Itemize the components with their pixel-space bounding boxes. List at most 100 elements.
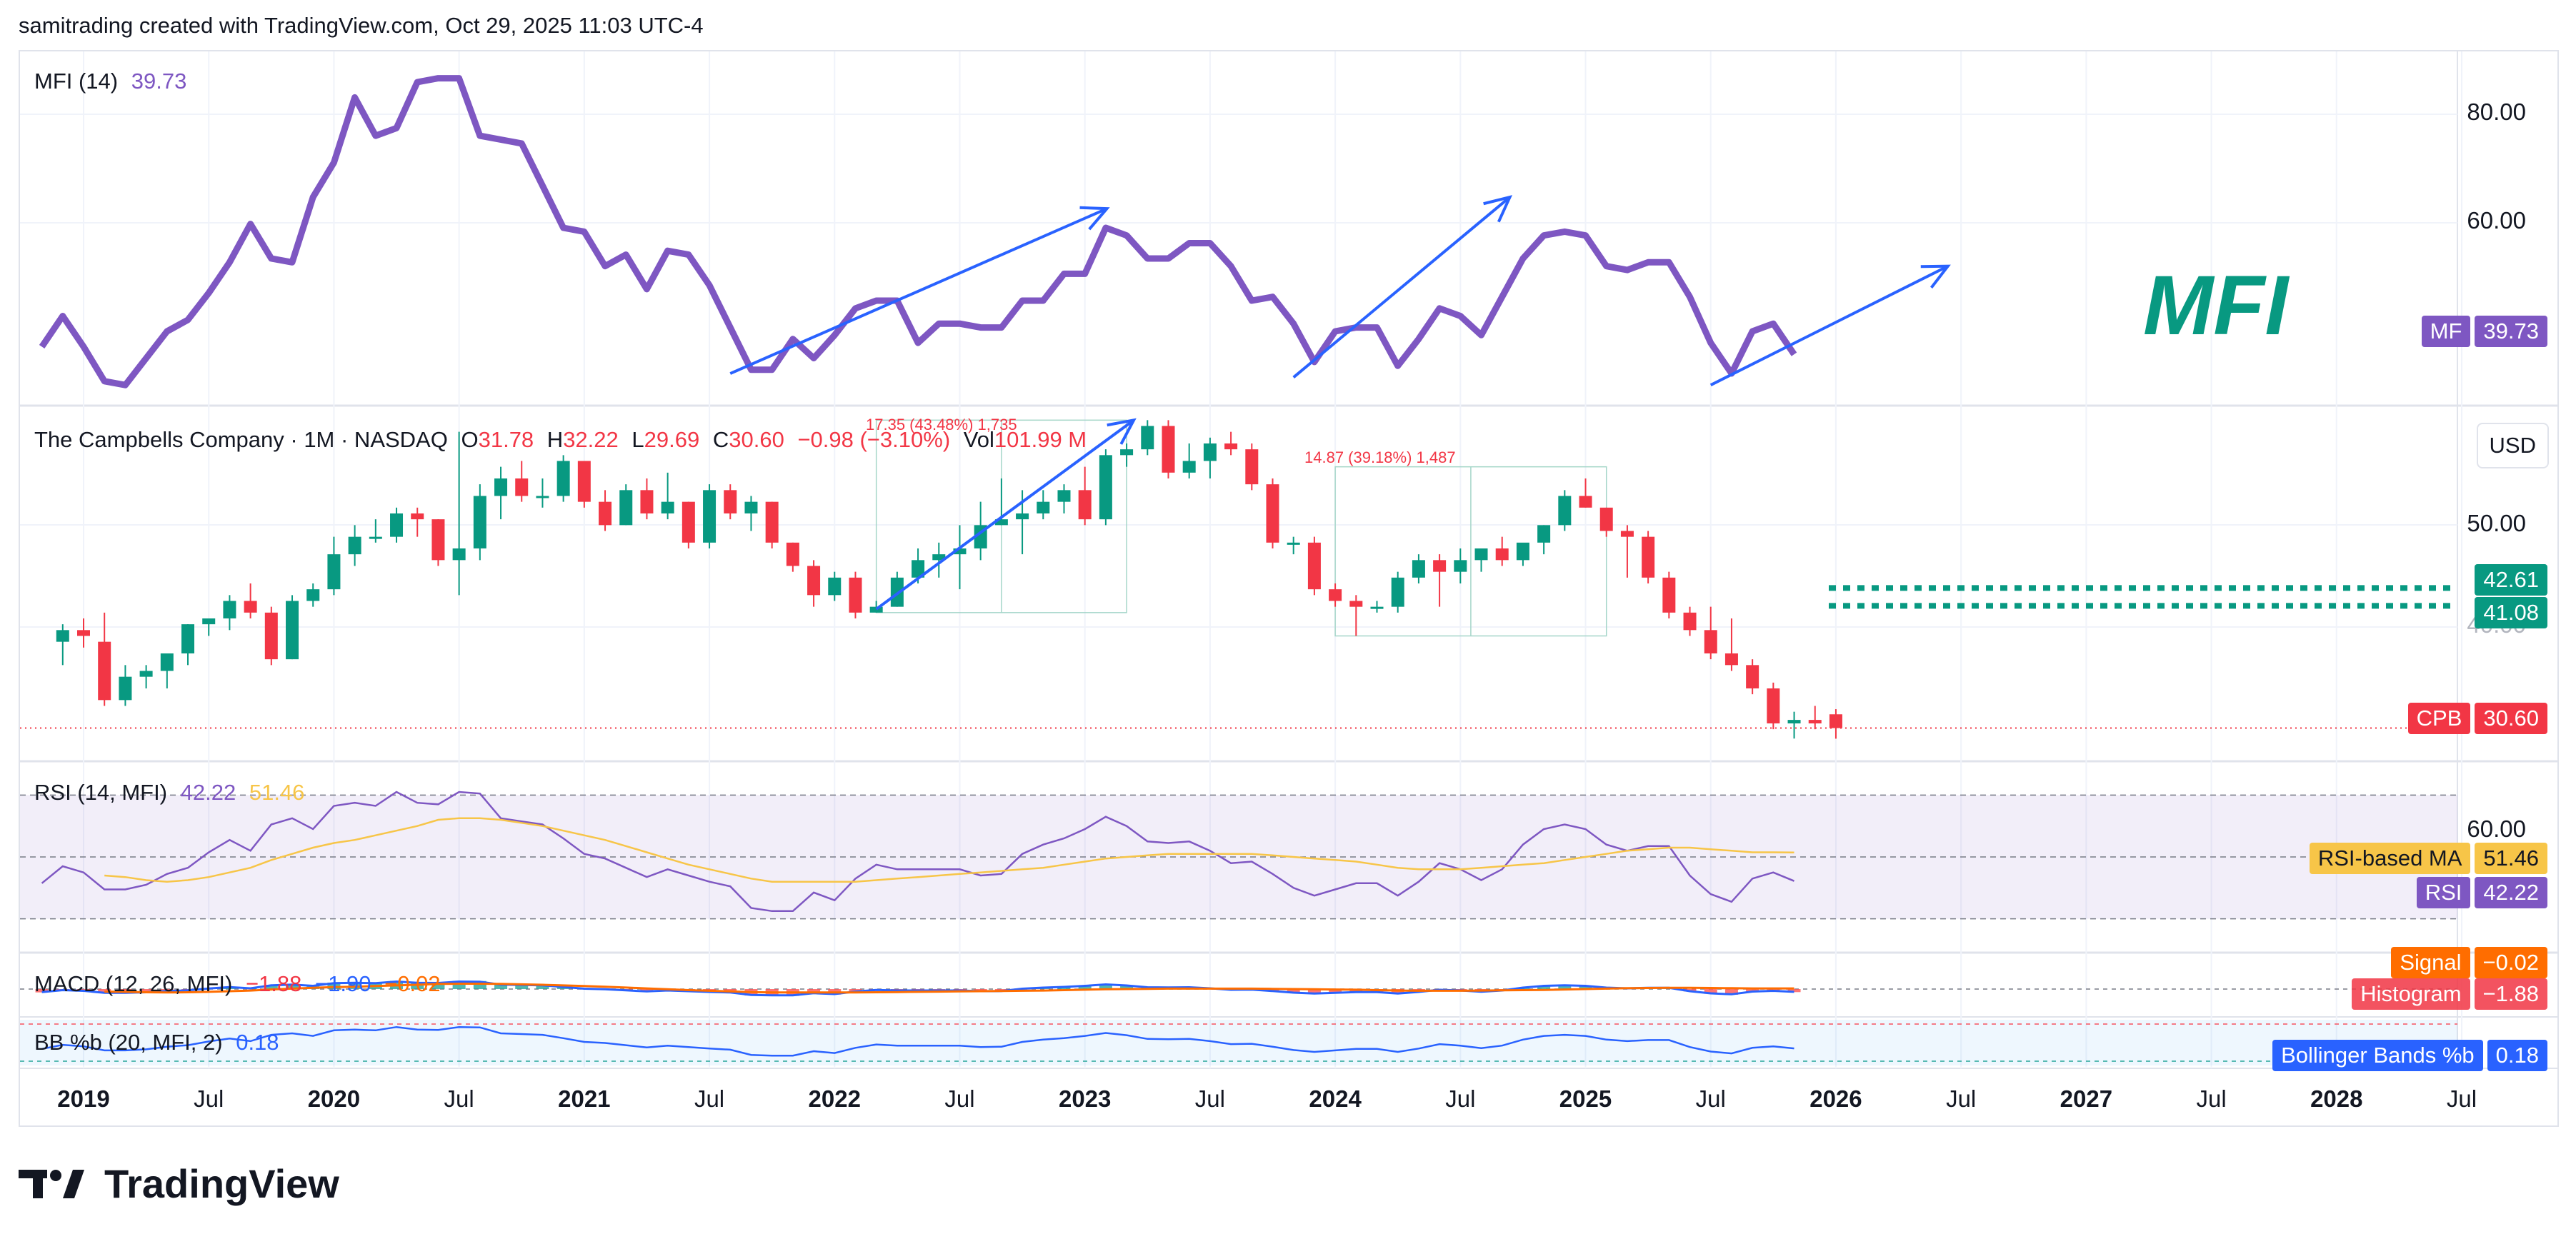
candle-body bbox=[244, 601, 257, 613]
candle-body bbox=[1620, 531, 1634, 537]
macd-histogram-bar bbox=[1078, 985, 1092, 989]
time-axis-label: 2026 bbox=[1809, 1085, 1862, 1112]
candle-body bbox=[1537, 525, 1551, 543]
rsi-axis-label-60: 60.00 bbox=[2467, 816, 2526, 842]
candle-body bbox=[556, 461, 570, 496]
mfi-trend-arrow-head bbox=[1079, 206, 1110, 231]
measure-label-2: 14.87 (39.18%) 1,487 bbox=[1304, 448, 1456, 466]
macd-histogram-bar bbox=[1120, 985, 1134, 989]
candle-body bbox=[599, 501, 612, 526]
rsi-legend[interactable]: RSI (14, MFI) 42.22 51.46 bbox=[34, 780, 311, 806]
candle-body bbox=[327, 554, 341, 590]
macd-histogram-bar bbox=[98, 989, 111, 993]
bb-tag: Bollinger Bands %b 0.18 bbox=[2272, 1040, 2547, 1071]
time-axis-label: Jul bbox=[1445, 1085, 1476, 1112]
candle-body bbox=[390, 513, 404, 537]
candle-body bbox=[1599, 507, 1613, 531]
currency-button[interactable]: USD bbox=[2476, 423, 2549, 468]
rsi-tag-value: 42.22 bbox=[2475, 877, 2547, 908]
candle-body bbox=[56, 630, 69, 642]
mfi-line bbox=[39, 75, 1797, 388]
bb-legend[interactable]: BB %b (20, MFI, 2) 0.18 bbox=[34, 1030, 286, 1055]
candle-body bbox=[1078, 490, 1092, 520]
time-axis-label: Jul bbox=[194, 1085, 224, 1112]
candle-body bbox=[77, 630, 90, 636]
level-tag-lower: 41.08 bbox=[2475, 597, 2547, 628]
candle-body bbox=[1141, 426, 1154, 450]
candle-body bbox=[369, 536, 382, 539]
last-price-tag-label: CPB bbox=[2407, 703, 2471, 734]
candle-body bbox=[1266, 484, 1279, 543]
candle-body bbox=[869, 606, 883, 613]
macd-histogram-bar bbox=[536, 985, 549, 989]
macd-histogram-bar bbox=[286, 984, 299, 989]
macd-histogram-bar bbox=[264, 985, 278, 989]
rsi-title: RSI (14, MFI) bbox=[34, 780, 168, 805]
macd-histogram-bar bbox=[452, 980, 466, 989]
macd-histogram-bar bbox=[1537, 985, 1551, 989]
rsi-ma-line bbox=[104, 817, 1794, 883]
macd-histogram-bar bbox=[431, 982, 445, 989]
candle-body bbox=[306, 589, 320, 601]
macd-histogram-bar bbox=[35, 989, 49, 993]
open-label: O bbox=[461, 427, 479, 452]
time-axis-label: 2024 bbox=[1309, 1085, 1362, 1112]
histogram-tag: Histogram −1.88 bbox=[2352, 978, 2547, 1010]
high-label: H bbox=[546, 427, 564, 452]
open-value: 31.78 bbox=[478, 427, 534, 452]
candle-body bbox=[1787, 720, 1801, 723]
macd-legend[interactable]: MACD (12, 26, MFI) −1.88 −1.90 −0.02 bbox=[34, 971, 448, 997]
macd-title: MACD (12, 26, MFI) bbox=[34, 971, 233, 996]
candle-body bbox=[703, 490, 717, 543]
mfi-trend-arrow-head bbox=[1483, 195, 1513, 223]
candle-body bbox=[160, 653, 174, 671]
candle-body bbox=[202, 618, 216, 625]
mfi-tag-value: 39.73 bbox=[2475, 316, 2547, 347]
candle-body bbox=[494, 478, 508, 496]
candle-body bbox=[1037, 501, 1050, 513]
signal-line bbox=[104, 983, 1794, 994]
price-legend[interactable]: The Campbells Company · 1M · NASDAQ O31.… bbox=[34, 427, 1094, 453]
macd-histogram-bar bbox=[515, 984, 529, 989]
mfi-trend-arrow bbox=[729, 207, 1108, 375]
candle-body bbox=[994, 519, 1008, 526]
time-axis-label: 2028 bbox=[2310, 1085, 2363, 1112]
time-axis-label: 2025 bbox=[1559, 1085, 1612, 1112]
candle-body bbox=[286, 601, 299, 660]
time-axis-label: Jul bbox=[1946, 1085, 1977, 1112]
price-trend-arrow-head bbox=[1107, 418, 1137, 445]
tradingview-logo[interactable]: TradingView bbox=[19, 1160, 339, 1207]
time-axis-label: Jul bbox=[444, 1085, 474, 1112]
level-tag-upper-value: 42.61 bbox=[2475, 564, 2547, 596]
candle-body bbox=[1307, 542, 1321, 590]
low-label: L bbox=[631, 427, 644, 452]
rsi-ma-tag: RSI-based MA 51.46 bbox=[2309, 843, 2547, 874]
price-axis-label-50: 50.00 bbox=[2467, 510, 2526, 536]
time-axis-label: Jul bbox=[1194, 1085, 1225, 1112]
macd-histogram-bar bbox=[1558, 985, 1572, 989]
macd-histogram-bar bbox=[1724, 989, 1738, 995]
candle-body bbox=[1162, 426, 1175, 473]
candle-body bbox=[411, 513, 424, 520]
time-axis-label: 2021 bbox=[558, 1085, 611, 1112]
candle-body bbox=[1724, 653, 1738, 666]
candle-body bbox=[452, 548, 466, 561]
candle-body bbox=[682, 501, 695, 543]
candle-body bbox=[1767, 688, 1780, 723]
tradingview-logo-text: TradingView bbox=[104, 1161, 339, 1206]
candle-body bbox=[431, 519, 445, 561]
mfi-tag-label: MF bbox=[2421, 316, 2471, 347]
candle-body bbox=[1454, 560, 1467, 572]
level-tag-lower-value: 41.08 bbox=[2475, 597, 2547, 628]
last-price-tag: CPB 30.60 bbox=[2407, 703, 2547, 734]
mfi-legend[interactable]: MFI (14) 39.73 bbox=[34, 69, 194, 94]
bb-tag-value: 0.18 bbox=[2487, 1040, 2547, 1071]
histogram-tag-label: Histogram bbox=[2352, 978, 2470, 1010]
volume-value: 101.99 M bbox=[994, 427, 1087, 452]
candle-body bbox=[1057, 490, 1071, 502]
candle-body bbox=[139, 671, 153, 677]
macd-histogram-bar bbox=[1787, 989, 1801, 993]
candle-body bbox=[515, 478, 529, 496]
macd-histogram-bar bbox=[1704, 989, 1717, 994]
